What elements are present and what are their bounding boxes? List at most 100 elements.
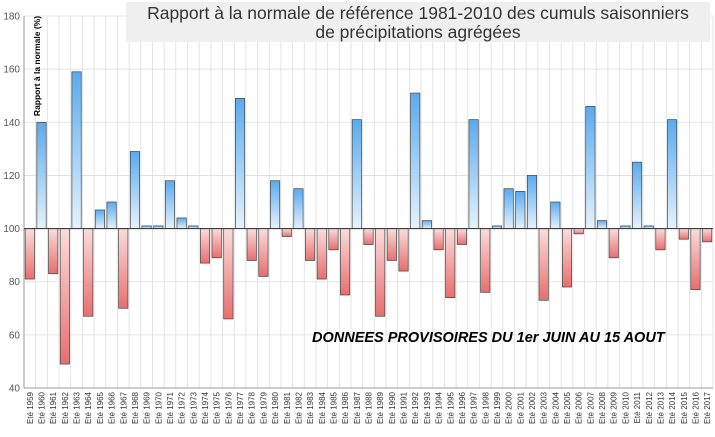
x-tick-label: Eté 1981 — [283, 391, 292, 424]
bar-eté-1982 — [293, 188, 304, 229]
y-tick-label: 140 — [3, 118, 20, 129]
bar-eté-1979 — [258, 228, 269, 277]
bar-eté-1977 — [235, 98, 246, 229]
x-tick-label: Eté 1961 — [49, 391, 58, 424]
y-tick-labels: 40 60 80 100 120 140 160 180 — [3, 12, 20, 395]
bars — [24, 71, 713, 365]
x-tick-label: Eté 2014 — [668, 391, 677, 424]
bar-eté-1981 — [281, 228, 292, 237]
x-tick-label: Eté 2011 — [633, 391, 642, 423]
axes — [23, 16, 713, 389]
bar-eté-2008 — [597, 220, 608, 229]
x-tick-label: Eté 1965 — [96, 391, 105, 424]
x-tick-label: Eté 1975 — [213, 391, 222, 424]
x-tick-label: Eté 1971 — [166, 391, 175, 424]
x-tick-labels: Eté 1959 Eté 1960 Eté 1961 Eté 1962 Eté 1963… — [26, 391, 712, 424]
x-tick-label: Eté 1977 — [236, 391, 245, 424]
bar-eté-1993 — [421, 220, 432, 229]
bar-eté-1986 — [340, 228, 351, 296]
bar-eté-2014 — [667, 119, 678, 229]
bar-eté-1985 — [328, 228, 339, 251]
bar-eté-2004 — [550, 201, 561, 229]
bar-eté-1959 — [24, 228, 35, 280]
x-tick-label: Eté 1973 — [189, 391, 198, 424]
bar-eté-1990 — [386, 228, 397, 261]
x-tick-label: Eté 2003 — [540, 391, 549, 424]
x-tick-label: Eté 1987 — [353, 391, 362, 424]
bar-eté-1995 — [445, 228, 456, 299]
y-tick-label: 60 — [9, 330, 21, 341]
x-tick-label: Eté 1983 — [306, 391, 315, 424]
bar-eté-1964 — [83, 228, 94, 317]
bar-eté-1996 — [456, 228, 467, 245]
x-tick-label: Eté 2012 — [645, 391, 654, 424]
bar-eté-1992 — [410, 92, 421, 229]
bar-eté-1984 — [316, 228, 327, 280]
y-tick-label: 180 — [3, 12, 20, 23]
bar-eté-1962 — [59, 228, 70, 365]
bar-eté-1965 — [94, 209, 105, 229]
y-tick-label: 120 — [3, 171, 20, 182]
x-tick-label: Eté 1968 — [131, 391, 140, 424]
bar-eté-2013 — [655, 228, 666, 251]
x-tick-label: Eté 1960 — [38, 391, 47, 424]
x-tick-label: Eté 1980 — [271, 391, 280, 424]
x-tick-label: Eté 1959 — [26, 391, 35, 424]
x-tick-label: Eté 1963 — [73, 391, 82, 424]
y-tick-label: 80 — [9, 277, 21, 288]
x-tick-label: Eté 1964 — [84, 391, 93, 424]
bar-eté-2006 — [573, 228, 584, 235]
bar-eté-1983 — [305, 228, 316, 261]
bar-eté-2017 — [702, 228, 713, 243]
x-tick-label: Eté 1969 — [143, 391, 152, 424]
x-tick-label: Eté 1982 — [294, 391, 303, 424]
bar-eté-2009 — [608, 228, 619, 259]
bar-eté-1972 — [176, 217, 187, 229]
bar-eté-2003 — [538, 228, 549, 301]
y-axis-label: Rapport à la normale (%) — [31, 14, 43, 118]
y-tick-label: 40 — [9, 384, 21, 395]
x-tick-label: Eté 1991 — [400, 391, 409, 424]
bar-eté-1961 — [48, 228, 59, 275]
x-tick-label: Eté 1976 — [224, 391, 233, 424]
bar-eté-1976 — [223, 228, 234, 320]
bar-eté-1980 — [270, 180, 281, 229]
bar-eté-2001 — [515, 191, 526, 229]
x-tick-label: Eté 1989 — [376, 391, 385, 424]
x-tick-label: Eté 2015 — [680, 391, 689, 424]
bar-eté-1978 — [246, 228, 257, 261]
x-tick-label: Eté 2017 — [703, 391, 712, 424]
x-tick-label: Eté 1984 — [318, 391, 327, 424]
x-tick-label: Eté 1998 — [481, 391, 490, 424]
x-tick-label: Eté 1970 — [154, 391, 163, 424]
x-tick-label: Eté 1966 — [108, 391, 117, 424]
bar-eté-1974 — [199, 228, 211, 264]
bar-eté-2016 — [690, 228, 701, 291]
x-tick-label: Eté 1974 — [201, 391, 210, 424]
bar-eté-1963 — [71, 71, 82, 229]
bar-eté-1997 — [468, 119, 479, 229]
x-tick-label: Eté 1996 — [458, 391, 467, 424]
bar-eté-1991 — [398, 228, 409, 272]
bar-eté-2002 — [526, 175, 538, 229]
x-tick-label: Eté 1985 — [329, 391, 338, 424]
bar-eté-1966 — [106, 201, 117, 229]
provisional-data-note: DONNEES PROVISOIRES DU 1er JUIN AU 15 AO… — [312, 330, 665, 346]
bar-eté-1998 — [480, 228, 491, 293]
x-tick-label: Eté 1978 — [248, 391, 257, 424]
x-tick-label: Eté 1962 — [61, 391, 70, 424]
bar-eté-2011 — [632, 161, 643, 229]
y-axis-label-text: Rapport à la normale (%) — [32, 15, 42, 117]
bar-eté-1960 — [36, 121, 47, 229]
bar-eté-1987 — [351, 119, 362, 229]
x-tick-label: Eté 2006 — [575, 391, 584, 424]
bar-eté-1994 — [433, 228, 444, 251]
y-tick-label: 160 — [3, 65, 20, 76]
x-tick-label: Eté 2013 — [656, 391, 665, 424]
x-tick-label: Eté 2008 — [598, 391, 607, 424]
x-tick-label: Eté 1972 — [178, 391, 187, 424]
bar-eté-2000 — [503, 188, 514, 229]
x-tick-label: Eté 1995 — [446, 391, 455, 424]
x-tick-label: Eté 1997 — [470, 391, 479, 424]
